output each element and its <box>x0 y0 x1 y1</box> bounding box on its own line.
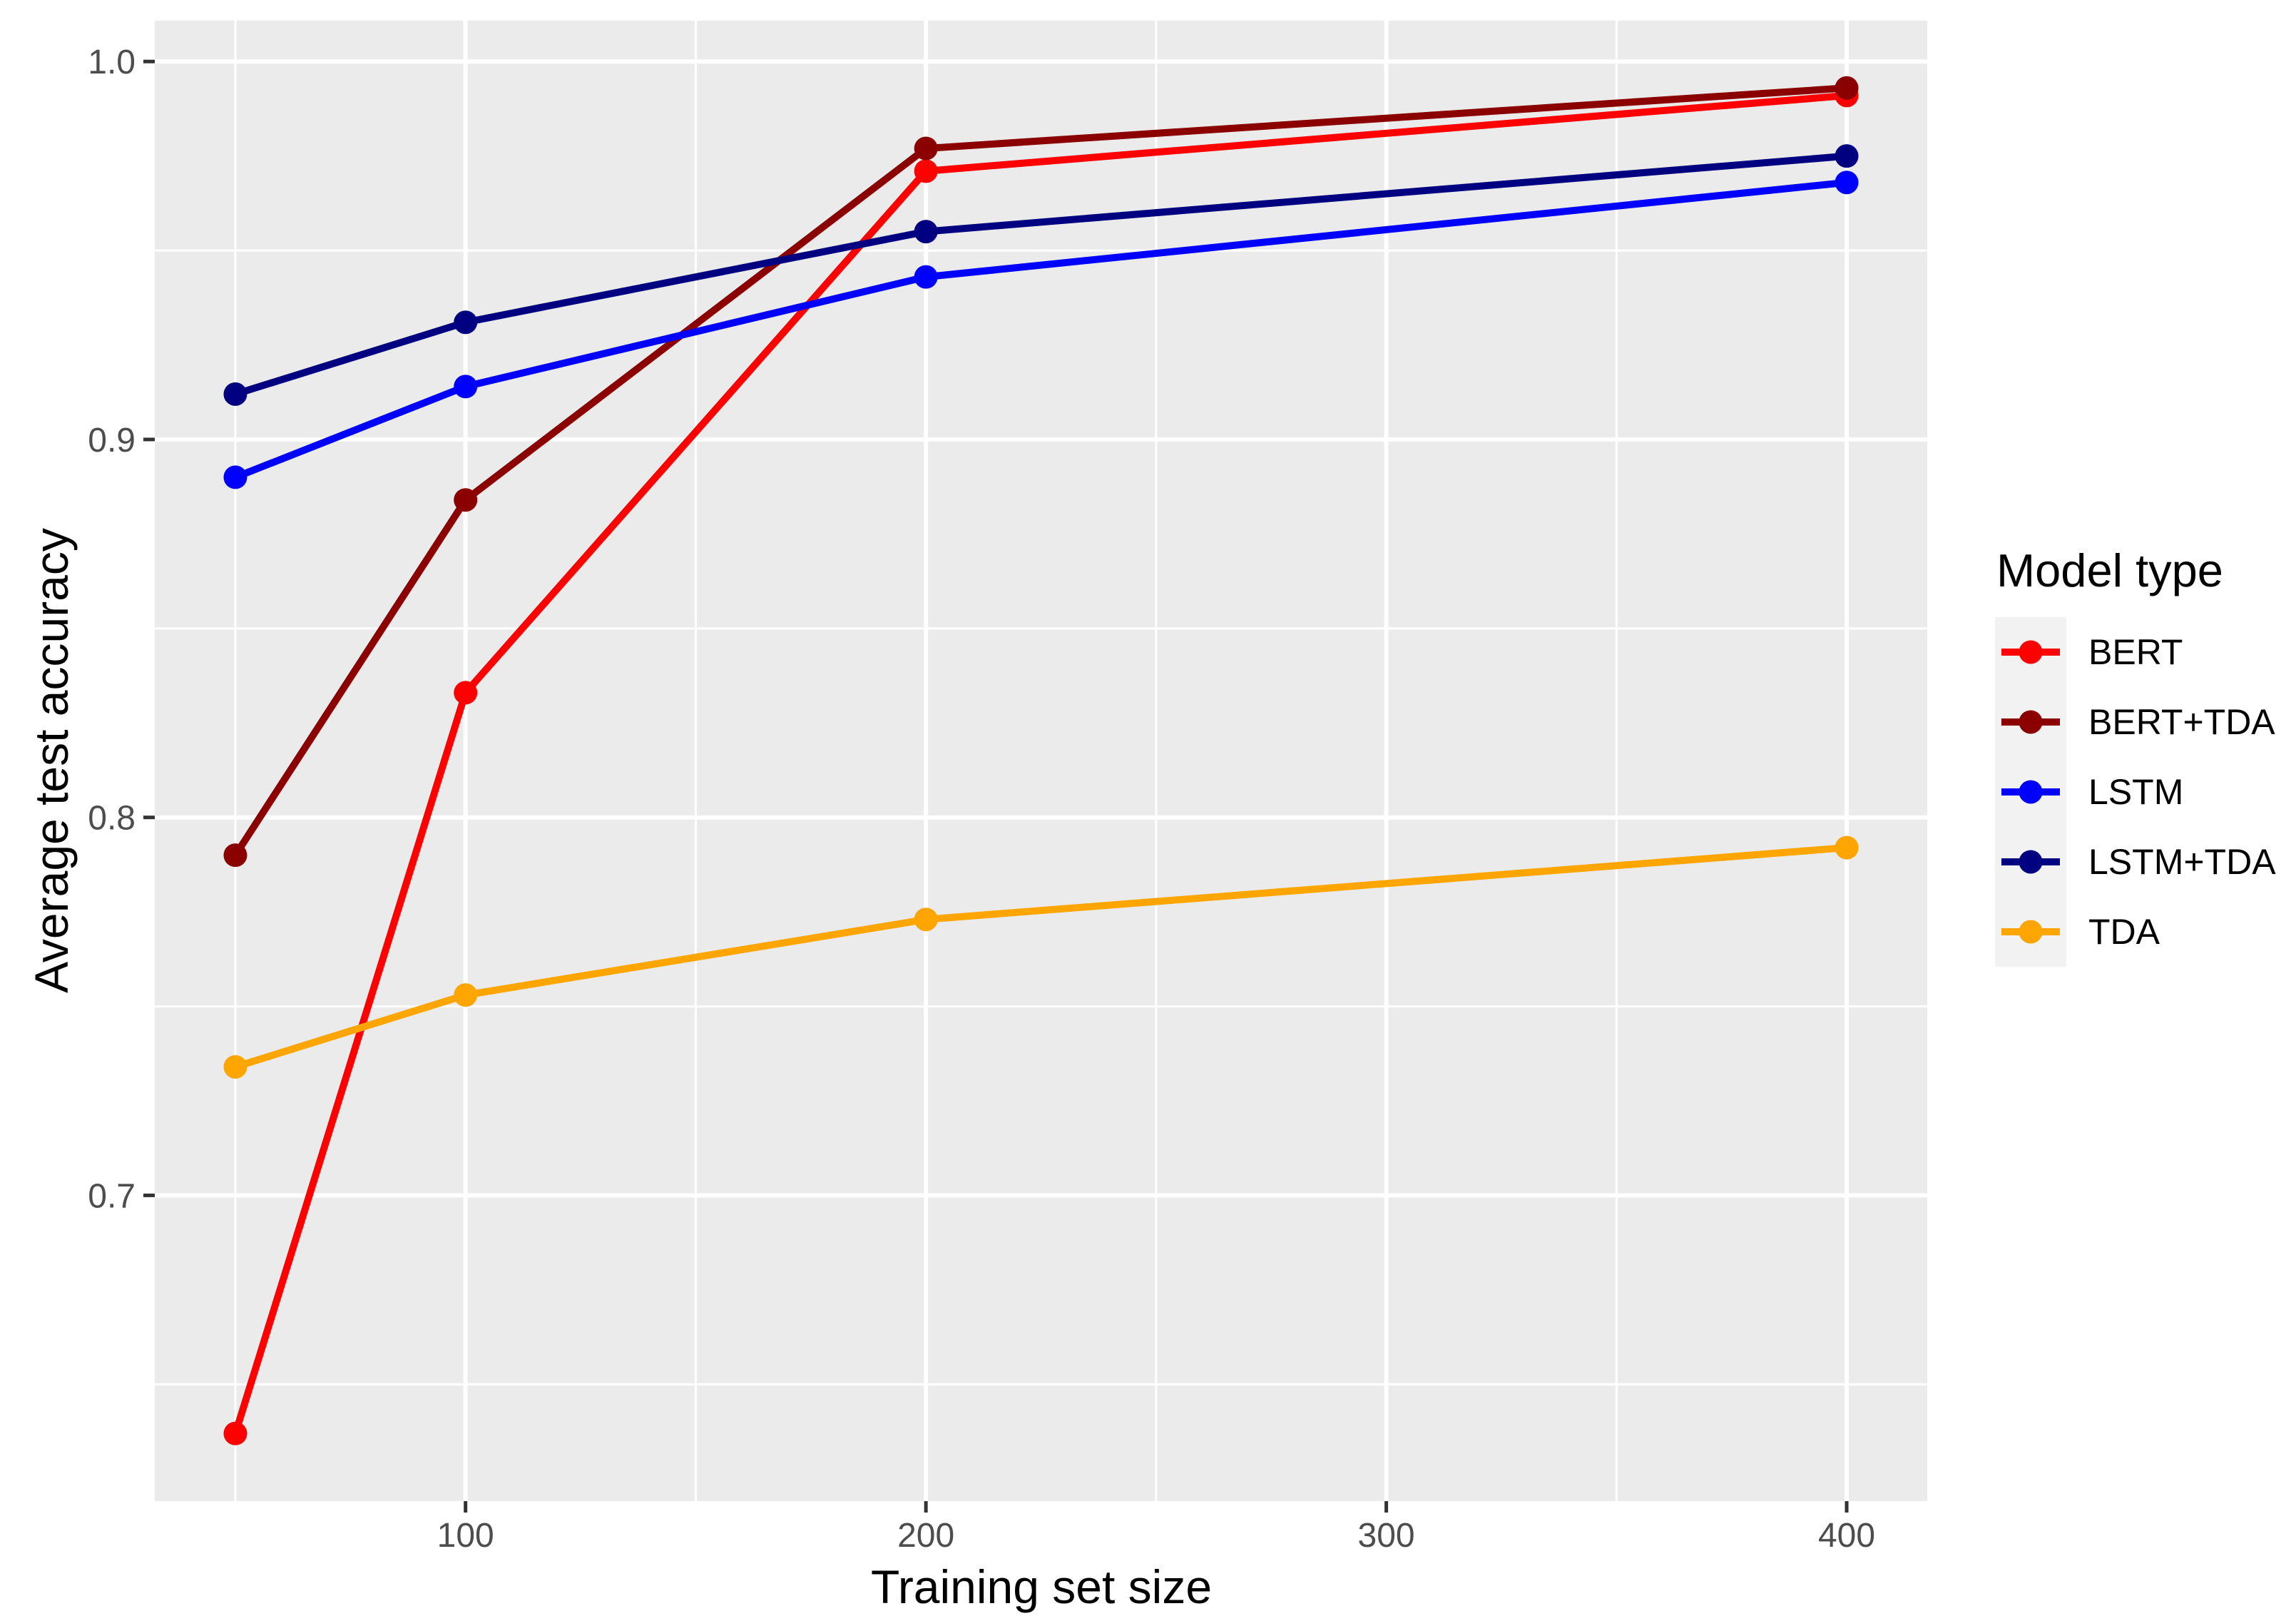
data-point-lstm <box>454 375 478 399</box>
data-point-bert <box>914 159 938 183</box>
legend-item-label: BERT <box>2088 632 2183 672</box>
legend-title: Model type <box>1996 544 2223 596</box>
series-line-lstm <box>234 178 1847 481</box>
data-point-bert-tda <box>1835 76 1859 100</box>
y-tick-label: 0.8 <box>88 800 136 838</box>
legend-item-bert-tda: BERT+TDA <box>1995 687 2276 757</box>
data-point-bert <box>454 681 478 705</box>
data-point-bert-tda <box>454 488 478 512</box>
x-tick-label: 400 <box>1818 1517 1875 1555</box>
legend-item-label: TDA <box>2088 912 2160 952</box>
series-line-lstm-tda <box>234 152 1847 398</box>
legend-item-label: LSTM <box>2088 772 2184 812</box>
data-point-lstm-tda <box>914 220 938 244</box>
y-axis-title: Average test accuracy <box>25 528 78 993</box>
legend-key-icon <box>1995 897 2066 967</box>
legend-item-label: LSTM+TDA <box>2088 842 2276 882</box>
legend-item-tda: TDA <box>1995 897 2276 967</box>
legend-key-icon <box>1995 617 2066 687</box>
data-point-lstm-tda <box>454 310 478 335</box>
data-point-tda <box>914 908 938 932</box>
series-line-tda <box>234 844 1847 1071</box>
x-tick-label: 100 <box>437 1517 494 1555</box>
legend-item-bert: BERT <box>1995 617 2276 687</box>
data-point-bert-tda <box>223 843 248 868</box>
data-point-lstm <box>1835 171 1859 195</box>
y-tick-label: 0.7 <box>88 1177 136 1215</box>
data-point-tda <box>1835 835 1859 860</box>
x-tick-label: 300 <box>1358 1517 1415 1555</box>
x-axis-title: Training set size <box>870 1560 1213 1613</box>
data-point-lstm <box>914 265 938 289</box>
series-line-bert-tda <box>232 84 1847 858</box>
data-point-lstm-tda <box>223 382 248 406</box>
legend-key-icon <box>1995 827 2066 897</box>
data-point-tda <box>454 983 478 1007</box>
series-line-bert <box>232 91 1847 1435</box>
data-point-lstm <box>223 465 248 489</box>
legend-key-icon <box>1995 757 2066 827</box>
legend: Model type BERT BERT+TDA LSTM LSTM+TDA TDA <box>1995 544 2276 967</box>
data-point-bert-tda <box>914 136 938 161</box>
data-point-lstm-tda <box>1835 144 1859 168</box>
data-point-tda <box>223 1055 248 1079</box>
legend-rows: BERT BERT+TDA LSTM LSTM+TDA TDA <box>1995 617 2276 967</box>
y-tick-label: 1.0 <box>88 44 136 81</box>
panel-background <box>155 21 1927 1501</box>
legend-item-lstm: LSTM <box>1995 757 2276 827</box>
data-point-bert <box>223 1421 248 1445</box>
legend-item-label: BERT+TDA <box>2088 702 2275 742</box>
y-tick-label: 0.9 <box>88 422 136 459</box>
legend-key-icon <box>1995 687 2066 757</box>
x-tick-label: 200 <box>897 1517 954 1555</box>
legend-item-lstm-tda: LSTM+TDA <box>1995 827 2276 897</box>
